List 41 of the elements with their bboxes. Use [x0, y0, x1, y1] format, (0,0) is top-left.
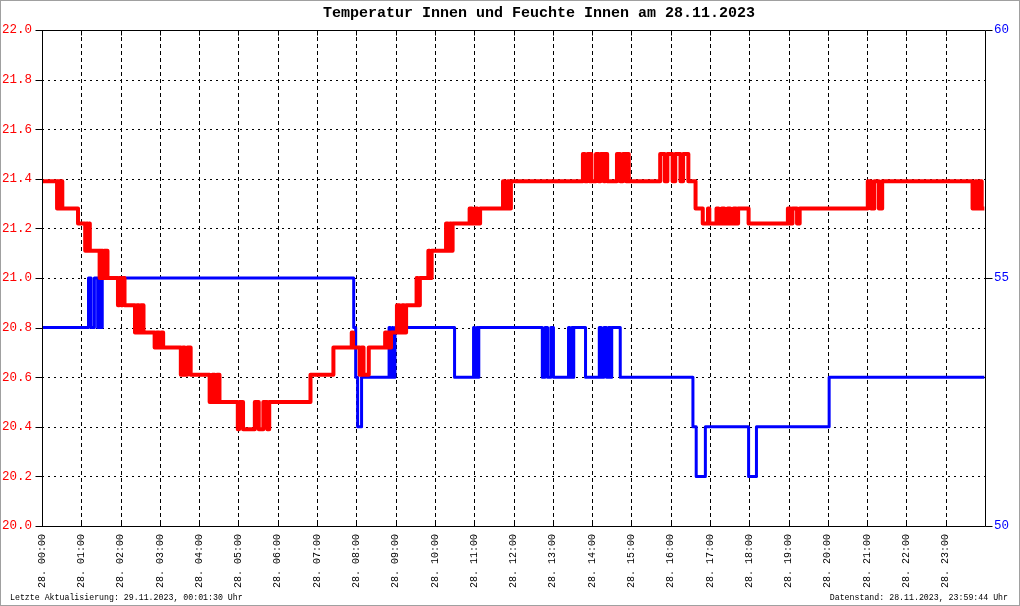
x-tick-label: 28. 18:00 [743, 534, 755, 589]
x-tick-label: 28. 10:00 [429, 534, 441, 589]
x-tick-label: 28. 08:00 [350, 534, 362, 589]
x-tick-label: 28. 07:00 [311, 534, 323, 589]
x-tick-label: 28. 05:00 [233, 534, 245, 589]
text: Datenstand: 28.11.2023, 23:59:44 Uhr [829, 593, 1008, 603]
y-tick-label: 21.2 [1, 221, 32, 236]
x-tick-label: 28. 11:00 [468, 534, 480, 589]
y2-tick-label: 50 [994, 519, 1010, 534]
y-tick-label: 20.6 [1, 370, 32, 385]
y-tick-label: 20.2 [1, 469, 32, 484]
y-tick-label: 21.8 [1, 72, 32, 87]
y-tick-label: 20.4 [1, 420, 32, 435]
x-tick-label: 28. 12:00 [508, 534, 520, 589]
x-tick-label: 28. 20:00 [822, 534, 834, 589]
x-tick-label: 28. 04:00 [193, 534, 205, 589]
x-tick-label: 28. 23:00 [940, 534, 952, 589]
y-tick-label: 20.8 [1, 320, 32, 335]
y-tick-label: 21.6 [1, 122, 32, 137]
x-tick-label: 28. 22:00 [901, 534, 913, 589]
x-tick-label: 28. 09:00 [390, 534, 402, 589]
x-tick-label: 28. 06:00 [272, 534, 284, 589]
y2-tick-label: 60 [994, 23, 1010, 38]
x-tick-label: 28. 19:00 [783, 534, 795, 589]
y-tick-label: 21.0 [1, 271, 32, 286]
x-tick-label: 28. 01:00 [75, 534, 87, 589]
x-tick-label: 28. 17:00 [704, 534, 716, 589]
y-tick-label: 22.0 [1, 23, 32, 38]
x-tick-label: 28. 03:00 [154, 534, 166, 589]
x-tick-label: 28. 21:00 [861, 534, 873, 589]
x-tick-label: 28. 14:00 [586, 534, 598, 589]
text: Letzte Aktualisierung: 29.11.2023, 00:01:30 Uhr [10, 593, 243, 603]
x-tick-label: 28. 00:00 [36, 534, 48, 589]
y-tick-label: 20.0 [1, 519, 32, 534]
x-tick-label: 28. 13:00 [547, 534, 559, 589]
y-tick-label: 21.4 [1, 172, 32, 187]
x-tick-label: 28. 02:00 [115, 534, 127, 589]
x-tick-label: 28. 15:00 [626, 534, 638, 589]
chart-title: Temperatur Innen und Feuchte Innen am 28.11.2023 [323, 5, 756, 23]
y2-tick-label: 55 [994, 271, 1010, 286]
x-tick-label: 28. 16:00 [665, 534, 677, 589]
